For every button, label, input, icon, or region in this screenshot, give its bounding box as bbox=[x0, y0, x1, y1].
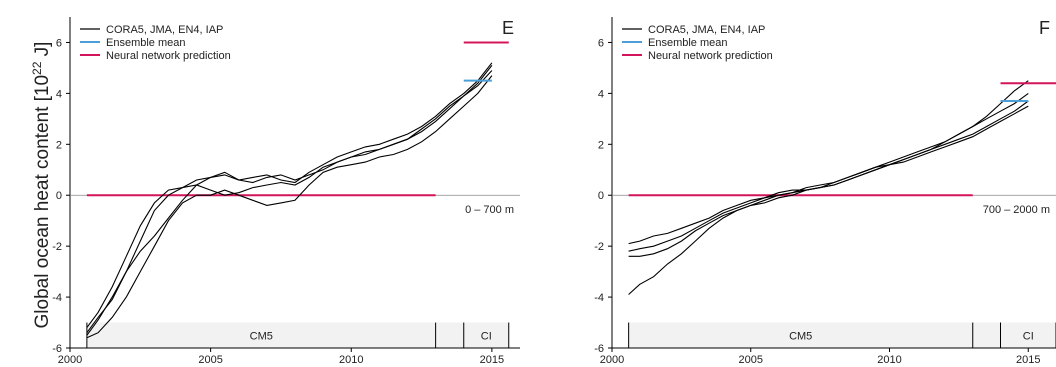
y-tick-label: 4 bbox=[598, 88, 604, 100]
observation-series-line bbox=[86, 62, 493, 334]
x-tick-label: 2010 bbox=[877, 354, 901, 366]
x-tick-label: 2010 bbox=[339, 354, 363, 366]
panel-label: F bbox=[1039, 18, 1050, 38]
observation-series-line bbox=[86, 65, 493, 328]
observation-series-line bbox=[86, 75, 493, 339]
x-tick-label: 2015 bbox=[1016, 354, 1040, 366]
y-tick-label: 2 bbox=[56, 139, 62, 151]
x-tick-label: 2015 bbox=[480, 354, 504, 366]
y-tick-label: -6 bbox=[594, 343, 604, 355]
period-band bbox=[86, 322, 509, 348]
legend-label: CORA5, JMA, EN4, IAP bbox=[106, 24, 223, 36]
y-tick-label: -2 bbox=[594, 241, 604, 253]
x-tick-label: 2005 bbox=[739, 354, 763, 366]
y-axis-title-text: Global ocean heat content [10 bbox=[32, 75, 53, 329]
y-tick-label: 0 bbox=[56, 190, 62, 202]
y-tick-label: -4 bbox=[594, 292, 604, 304]
depth-label: 700 – 2000 m bbox=[983, 204, 1050, 216]
period-label: CM5 bbox=[250, 330, 273, 342]
x-tick-label: 2005 bbox=[198, 354, 222, 366]
panel-label: E bbox=[502, 18, 514, 38]
observation-series-line bbox=[628, 92, 1029, 252]
y-axis-title: Global ocean heat content [1022 J] bbox=[30, 42, 53, 329]
y-tick-label: 4 bbox=[56, 88, 62, 100]
period-label: CI bbox=[1023, 330, 1034, 342]
x-tick-label: 2000 bbox=[58, 354, 82, 366]
period-label: CM5 bbox=[789, 330, 812, 342]
panel-e: -6 -4 -2 0 2 4 6 2000 2005 2010 2015 CM5 CI 0 – 700 m… bbox=[52, 17, 520, 366]
legend-label: Neural network prediction bbox=[106, 50, 231, 62]
depth-label: 0 – 700 m bbox=[465, 204, 514, 216]
y-tick-label: 2 bbox=[598, 139, 604, 151]
observation-series-line bbox=[86, 70, 493, 336]
x-tick-label: 2000 bbox=[600, 354, 624, 366]
y-axis-title-exponent: 22 bbox=[30, 61, 44, 75]
observation-series-line bbox=[628, 100, 1029, 257]
legend-label: CORA5, JMA, EN4, IAP bbox=[648, 24, 765, 36]
y-tick-label: -2 bbox=[52, 241, 62, 253]
y-tick-label: 6 bbox=[56, 37, 62, 49]
observation-series-line bbox=[628, 80, 1029, 245]
y-tick-label: 0 bbox=[598, 190, 604, 202]
panel-f: -6 -4 -2 0 2 4 6 2000 2005 2010 2015 CM5 CI 700 – 200… bbox=[594, 17, 1056, 366]
legend-label: Neural network prediction bbox=[648, 50, 773, 62]
legend-label: Ensemble mean bbox=[106, 37, 186, 49]
legend-label: Ensemble mean bbox=[648, 37, 728, 49]
period-label: CI bbox=[481, 330, 492, 342]
period-band bbox=[628, 322, 1056, 348]
y-axis-title-unit: J] bbox=[32, 42, 53, 62]
y-tick-label: 6 bbox=[598, 37, 604, 49]
y-tick-label: -6 bbox=[52, 343, 62, 355]
observation-series-line bbox=[628, 105, 1029, 295]
y-tick-label: -4 bbox=[52, 292, 62, 304]
